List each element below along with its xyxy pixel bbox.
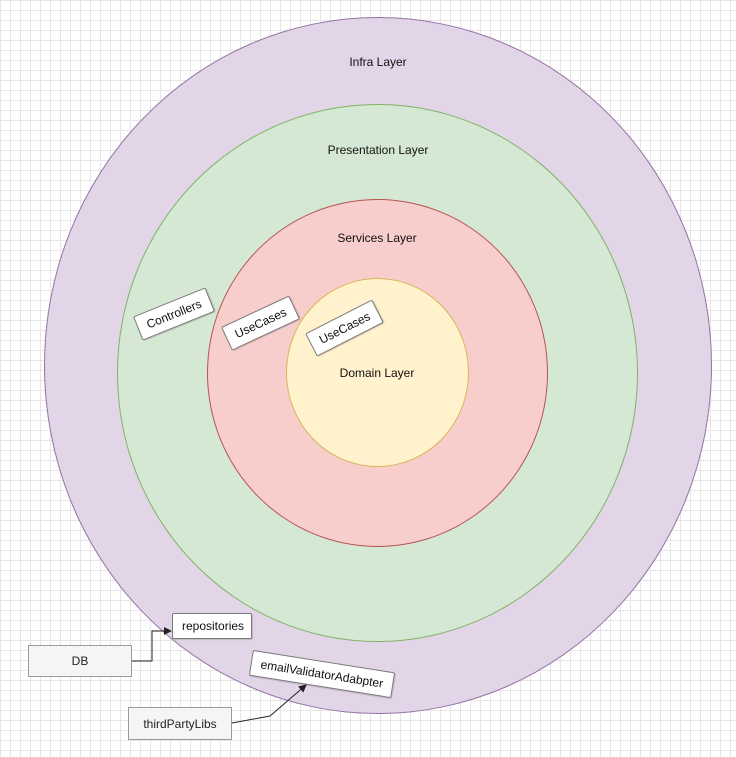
repositories-tag[interactable]: repositories <box>172 613 252 639</box>
services-layer-label: Services Layer <box>337 231 417 245</box>
db-to-repositories-connector <box>132 627 172 662</box>
db-box[interactable]: DB <box>28 645 132 677</box>
infra-layer-label: Infra Layer <box>349 55 407 69</box>
third-party-libs-box[interactable]: thirdPartyLibs <box>128 707 232 740</box>
domain-layer-label: Domain Layer <box>339 366 415 380</box>
presentation-layer-label: Presentation Layer <box>327 143 429 157</box>
